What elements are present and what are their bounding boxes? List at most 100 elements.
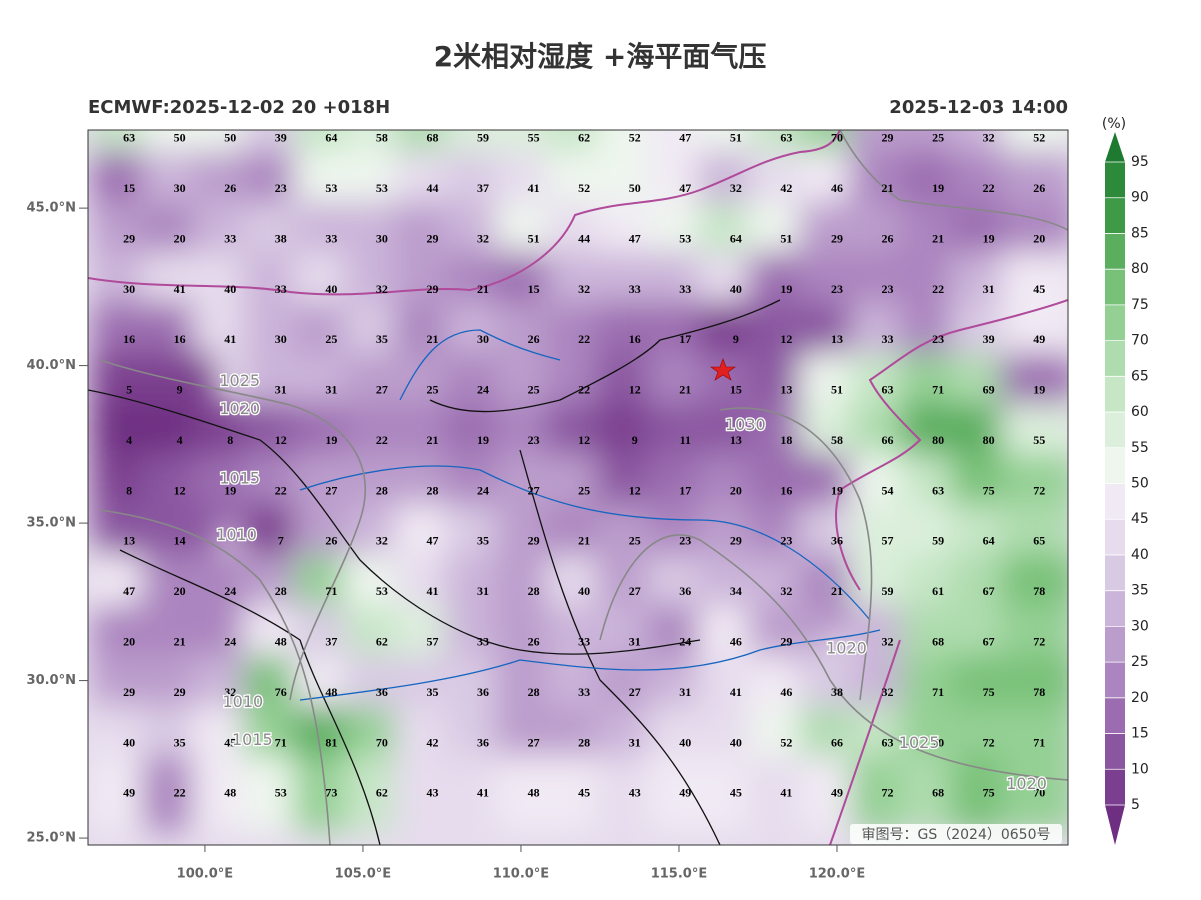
station-value: 12 [174, 483, 186, 497]
station-value: 28 [426, 483, 438, 497]
station-value: 19 [831, 483, 843, 497]
province-borders [88, 299, 781, 845]
valid-time: 2025-12-03 14:00 [889, 97, 1068, 118]
station-value: 30 [275, 332, 287, 346]
map-frame [87, 129, 1069, 846]
station-value: 4 [177, 433, 183, 447]
station-value: 23 [528, 433, 540, 447]
isobar-label: 1025 [899, 733, 940, 752]
station-value: 30 [123, 282, 135, 296]
station-value: 29 [831, 231, 843, 245]
station-value: 52 [780, 735, 792, 749]
station-value: 32 [376, 534, 388, 548]
station-value: 65 [1033, 534, 1045, 548]
station-value: 28 [528, 685, 540, 699]
station-value: 26 [882, 231, 894, 245]
station-value: 11 [680, 433, 691, 447]
colorbar-tick-label: 70 [1131, 333, 1149, 349]
station-value: 52 [1033, 131, 1045, 145]
isobars [99, 130, 1068, 845]
colorbar-tick-label: 35 [1131, 583, 1149, 599]
station-value: 25 [629, 534, 641, 548]
station-value: 52 [629, 131, 641, 145]
colorbar-tick-label: 60 [1131, 404, 1149, 420]
station-value: 29 [426, 282, 438, 296]
lat-tick-label: 25.0°N [27, 831, 76, 846]
station-value: 18 [780, 433, 792, 447]
station-value: 76 [275, 685, 287, 699]
station-value: 64 [730, 231, 742, 245]
colorbar-tick-label: 30 [1131, 618, 1149, 634]
station-value: 22 [376, 433, 388, 447]
station-value: 32 [882, 685, 894, 699]
station-value: 33 [477, 635, 489, 649]
station-value: 28 [275, 584, 287, 598]
station-value: 25 [325, 332, 337, 346]
colorbar-tick-label: 50 [1131, 476, 1149, 492]
station-value: 32 [730, 181, 742, 195]
station-value: 42 [426, 735, 438, 749]
station-value: 29 [174, 685, 186, 699]
station-value: 32 [780, 584, 792, 598]
station-value: 72 [882, 786, 894, 800]
colorbar-over [1105, 132, 1125, 162]
station-value: 22 [275, 483, 287, 497]
station-value: 63 [882, 383, 894, 397]
station-value: 35 [376, 332, 388, 346]
station-value: 4 [126, 433, 132, 447]
station-value: 55 [528, 131, 540, 145]
station-value: 47 [679, 131, 691, 145]
station-value: 12 [780, 332, 792, 346]
isobar-label: 1025 [219, 371, 260, 390]
station-value: 17 [679, 332, 691, 346]
station-value: 71 [275, 735, 287, 749]
station-value: 45 [1033, 282, 1045, 296]
lon-tick-label: 115.0°E [651, 867, 708, 882]
station-value: 55 [1033, 433, 1045, 447]
station-value: 61 [932, 584, 944, 598]
colorbar-band [1105, 269, 1125, 305]
station-value: 45 [224, 735, 236, 749]
station-value: 40 [730, 282, 742, 296]
colorbar-band [1105, 733, 1125, 770]
station-value: 53 [275, 786, 287, 800]
station-value: 40 [224, 282, 236, 296]
colorbar-band [1105, 662, 1125, 698]
station-value: 46 [730, 635, 742, 649]
station-value: 47 [426, 534, 438, 548]
station-value: 34 [730, 584, 742, 598]
station-value: 64 [983, 534, 995, 548]
station-value: 71 [932, 685, 944, 699]
station-value: 33 [224, 231, 236, 245]
isobar-label: 1030 [725, 415, 766, 434]
station-value: 22 [932, 282, 944, 296]
station-value: 25 [578, 483, 590, 497]
station-value: 13 [780, 383, 792, 397]
colorbar-tick-label: 25 [1131, 654, 1149, 670]
station-value: 31 [629, 635, 641, 649]
colorbar-band [1105, 412, 1125, 448]
colorbar-band [1105, 233, 1125, 270]
colorbar-tick-label: 5 [1131, 797, 1140, 813]
lon-tick-label: 120.0°E [809, 867, 866, 882]
station-value: 35 [174, 735, 186, 749]
station-value: 26 [325, 534, 337, 548]
capital-marker [710, 358, 736, 381]
station-value: 49 [831, 786, 843, 800]
station-value: 63 [882, 735, 894, 749]
station-value: 38 [275, 231, 287, 245]
station-value: 48 [224, 786, 236, 800]
colorbar-band [1105, 697, 1125, 734]
colorbar-under [1105, 805, 1125, 845]
station-value: 20 [174, 584, 186, 598]
station-value: 23 [780, 534, 792, 548]
station-value: 16 [629, 332, 641, 346]
station-value: 59 [932, 534, 944, 548]
station-value: 72 [1033, 635, 1045, 649]
isobar-label: 1010 [222, 692, 263, 711]
colorbar-tick-label: 55 [1131, 440, 1149, 456]
station-value: 22 [174, 786, 186, 800]
station-value: 30 [376, 231, 388, 245]
station-value: 27 [325, 483, 337, 497]
